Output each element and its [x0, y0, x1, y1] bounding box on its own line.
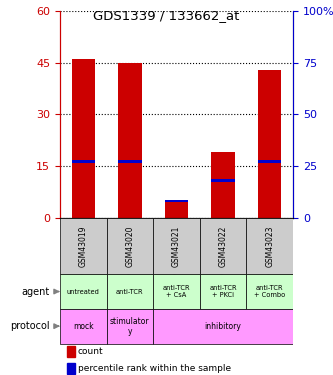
Text: count: count: [78, 347, 103, 356]
Bar: [60, 309, 107, 344]
Bar: [67, 346, 75, 357]
Bar: [67, 363, 75, 374]
Text: GSM43023: GSM43023: [265, 225, 274, 267]
Bar: [107, 274, 153, 309]
Bar: [258, 70, 281, 217]
Bar: [258, 160, 281, 163]
Bar: [246, 217, 293, 274]
Text: untreated: untreated: [67, 288, 100, 294]
Text: stimulator
y: stimulator y: [110, 317, 150, 336]
Bar: [153, 309, 293, 344]
Text: mock: mock: [73, 322, 94, 331]
Bar: [72, 160, 95, 163]
Bar: [60, 274, 107, 309]
Text: percentile rank within the sample: percentile rank within the sample: [78, 364, 231, 373]
Bar: [60, 217, 107, 274]
Text: anti-TCR
+ CsA: anti-TCR + CsA: [163, 285, 190, 298]
Bar: [153, 217, 200, 274]
Text: inhibitory: inhibitory: [205, 322, 241, 331]
Text: GSM43020: GSM43020: [125, 225, 135, 267]
Bar: [211, 179, 235, 182]
Text: anti-TCR
+ Combo: anti-TCR + Combo: [254, 285, 285, 298]
Bar: [165, 200, 188, 202]
Text: GSM43021: GSM43021: [172, 225, 181, 267]
Bar: [118, 160, 142, 163]
Bar: [200, 274, 246, 309]
Text: GSM43019: GSM43019: [79, 225, 88, 267]
Text: agent: agent: [22, 286, 50, 297]
Bar: [107, 309, 153, 344]
Bar: [118, 63, 142, 217]
Text: anti-TCR: anti-TCR: [116, 288, 144, 294]
Bar: [153, 274, 200, 309]
Bar: [200, 217, 246, 274]
Bar: [107, 217, 153, 274]
Bar: [211, 152, 235, 217]
Text: protocol: protocol: [10, 321, 50, 331]
Bar: [72, 59, 95, 217]
Bar: [246, 274, 293, 309]
Text: GSM43022: GSM43022: [218, 225, 228, 267]
Text: anti-TCR
+ PKCi: anti-TCR + PKCi: [209, 285, 237, 298]
Text: GDS1339 / 133662_at: GDS1339 / 133662_at: [93, 9, 240, 22]
Bar: [165, 200, 188, 217]
